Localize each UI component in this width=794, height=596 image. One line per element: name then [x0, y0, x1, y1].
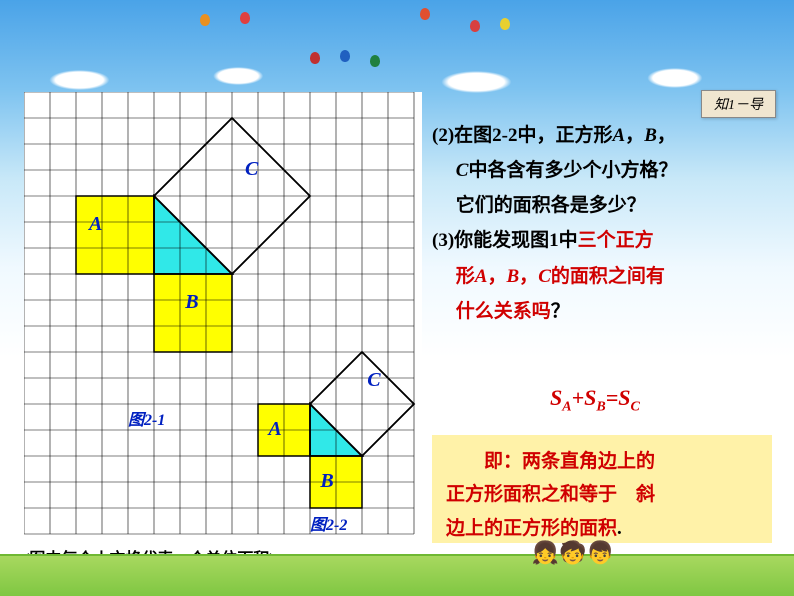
svg-text:C: C [245, 158, 259, 180]
svg-text:C: C [367, 369, 381, 391]
svg-text:B: B [319, 470, 333, 492]
q2: (2)在图2-2中，正方形A，B， C中各含有多少个小方格？ 它们的面积各是多少… [432, 118, 776, 223]
formula: SA+SB=SC [550, 385, 640, 415]
kids-decoration: 👧🧒👦 [532, 540, 614, 566]
grass-bg [0, 554, 794, 596]
svg-text:B: B [184, 291, 198, 313]
section-tag: 知1－导 [701, 90, 776, 118]
svg-text:图2-2: 图2-2 [310, 516, 347, 534]
svg-text:图2-1: 图2-1 [128, 411, 165, 429]
grid-diagram: A B C A B C 图2-1 图2-2 [24, 92, 422, 542]
svg-text:A: A [87, 213, 102, 235]
svg-text:A: A [266, 418, 281, 440]
question-content: (2)在图2-2中，正方形A，B， C中各含有多少个小方格？ 它们的面积各是多少… [432, 118, 776, 329]
q3: (3)你能发现图1中三个正方 形A，B，C的面积之间有 什么关系吗？ [432, 223, 776, 328]
conclusion-box: 即：两条直角边上的 正方形面积之和等于 斜 边上的正方形的面积. [432, 435, 772, 543]
